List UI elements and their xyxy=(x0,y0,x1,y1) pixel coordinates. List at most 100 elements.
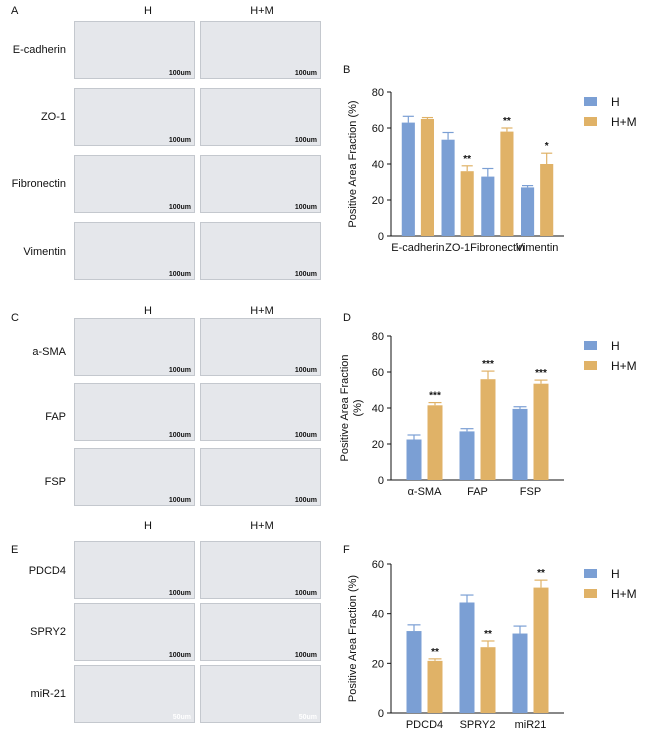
col-head-h: H xyxy=(144,305,152,317)
x-tick-label: ZO-1 xyxy=(445,242,470,254)
bar-h-m xyxy=(427,660,443,713)
micrograph-fap-hm: 100um xyxy=(200,383,321,441)
panel-letter-e: E xyxy=(11,544,19,556)
micrograph-a-sma-h: 100um xyxy=(74,318,195,376)
chart-f: 0 20 40 60 Positive Area Fraction (%) ** PDCD4… xyxy=(347,559,637,731)
col-head-h: H xyxy=(144,5,152,17)
micrograph-spry2-h: 100um xyxy=(74,603,195,661)
bar-h-m xyxy=(533,587,549,713)
scale-bar-label: 100um xyxy=(294,204,317,211)
scale-bar-label: 100um xyxy=(294,367,317,374)
scale-bar-label: 100um xyxy=(294,70,317,77)
y-tick-label: 0 xyxy=(378,231,384,243)
y-tick-label: 40 xyxy=(372,403,384,415)
micrograph-fsp-h: 100um xyxy=(74,448,195,506)
scale-bar-label: 100um xyxy=(168,432,191,439)
significance-label: ** xyxy=(463,154,471,165)
col-head-hm: H+M xyxy=(250,305,274,317)
row-label-vimentin: Vimentin xyxy=(23,246,66,258)
x-tick-label: Vimentin xyxy=(516,242,559,254)
micrograph-pdcd4-h: 100um xyxy=(74,541,195,599)
y-tick-label: 60 xyxy=(372,367,384,379)
micrograph-vimentin-hm: 100um xyxy=(200,222,321,280)
bar-h-m xyxy=(460,171,474,236)
panel-letter-d: D xyxy=(343,312,351,324)
y-tick-label: 20 xyxy=(372,439,384,451)
bar-h xyxy=(481,176,495,236)
significance-label: ** xyxy=(537,568,545,579)
scale-bar-label: 50um xyxy=(172,714,191,721)
y-axis-label: Positive Area Fraction (%) xyxy=(347,100,359,227)
y-tick-label: 80 xyxy=(372,331,384,343)
micrograph-a-sma-hm: 100um xyxy=(200,318,321,376)
bar-h xyxy=(406,631,422,713)
bar-h xyxy=(401,122,415,236)
bar-h xyxy=(512,633,528,713)
y-tick-label: 80 xyxy=(372,87,384,99)
bar-h-m xyxy=(480,647,496,713)
legend-label: H+M xyxy=(611,587,637,601)
bar-h-m xyxy=(427,405,443,480)
significance-label: *** xyxy=(535,368,547,379)
scale-bar-label: 100um xyxy=(294,497,317,504)
bar-h xyxy=(441,139,455,236)
bar-h-m xyxy=(480,379,496,480)
row-label-mir-21: miR-21 xyxy=(30,688,66,700)
chart-b: 0 20 40 60 80 Positive Area Fraction (%) E-cad… xyxy=(347,87,637,254)
scale-bar-label: 100um xyxy=(294,432,317,439)
legend-label: H xyxy=(611,339,620,353)
row-label-fap: FAP xyxy=(45,411,66,423)
panel-letter-c: C xyxy=(11,312,19,324)
micrograph-spry2-hm: 100um xyxy=(200,603,321,661)
scale-bar-label: 100um xyxy=(294,271,317,278)
legend-swatch xyxy=(584,569,597,578)
legend-label: H xyxy=(611,95,620,109)
bar-h xyxy=(512,408,528,480)
micrograph-e-cadherin-hm: 100um xyxy=(200,21,321,79)
significance-label: * xyxy=(545,141,549,152)
micrograph-pdcd4-hm: 100um xyxy=(200,541,321,599)
bar-h xyxy=(459,431,475,480)
panel-letter-b: B xyxy=(343,64,351,76)
col-head-hm: H+M xyxy=(250,5,274,17)
significance-label: ** xyxy=(431,647,439,658)
scale-bar-label: 100um xyxy=(294,137,317,144)
x-tick-label: Fibronectin xyxy=(470,242,524,254)
scale-bar-label: 100um xyxy=(168,70,191,77)
row-label-zo-1: ZO-1 xyxy=(40,111,66,123)
scale-bar-label: 100um xyxy=(294,590,317,597)
legend-swatch xyxy=(584,97,597,106)
scale-bar-label: 100um xyxy=(168,590,191,597)
scale-bar-label: 100um xyxy=(168,271,191,278)
scale-bar-label: 100um xyxy=(168,137,191,144)
y-axis-label: Positive Area Fraction(%) xyxy=(339,355,364,462)
x-tick-label: FAP xyxy=(467,486,488,498)
significance-label: *** xyxy=(429,391,441,402)
significance-label: ** xyxy=(503,116,511,127)
x-tick-label: SPRY2 xyxy=(460,719,496,731)
y-tick-label: 20 xyxy=(372,195,384,207)
col-head-h: H xyxy=(144,520,152,532)
bar-h xyxy=(459,602,475,713)
micrograph-mir-21-h: 50um xyxy=(74,665,195,723)
row-label-pdcd4: PDCD4 xyxy=(28,565,66,577)
x-tick-label: PDCD4 xyxy=(406,719,443,731)
scale-bar-label: 100um xyxy=(294,652,317,659)
y-tick-label: 0 xyxy=(378,475,384,487)
micrograph-zo-1-h: 100um xyxy=(74,88,195,146)
col-head-hm: H+M xyxy=(250,520,274,532)
row-label-fibronectin: Fibronectin xyxy=(11,178,66,190)
scale-bar-label: 100um xyxy=(168,652,191,659)
y-tick-label: 40 xyxy=(372,159,384,171)
legend-label: H+M xyxy=(611,359,637,373)
scale-bar-label: 100um xyxy=(168,204,191,211)
legend-swatch xyxy=(584,589,597,598)
row-label-a-sma: a-SMA xyxy=(32,346,66,358)
micrograph-fap-h: 100um xyxy=(74,383,195,441)
x-tick-label: miR21 xyxy=(515,719,547,731)
micrograph-fibronectin-h: 100um xyxy=(74,155,195,213)
micrograph-fibronectin-hm: 100um xyxy=(200,155,321,213)
panel-letter-f: F xyxy=(343,544,350,556)
bar-h xyxy=(406,439,422,480)
y-tick-label: 60 xyxy=(372,123,384,135)
